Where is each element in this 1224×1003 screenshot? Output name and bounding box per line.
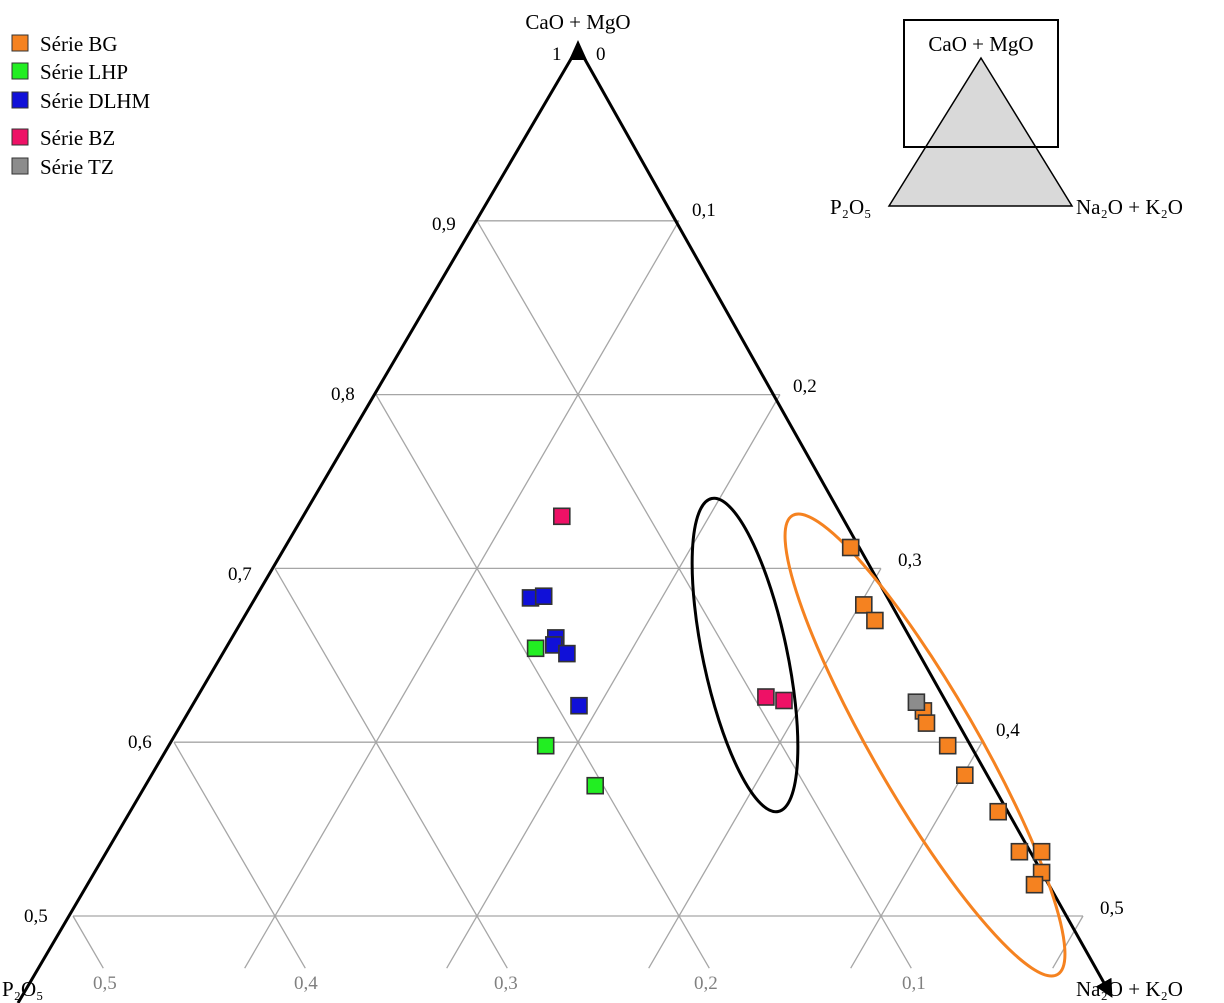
- inset-right-label: Na₂O + K₂O: [1076, 195, 1183, 219]
- right-tick-0-3: 0,3: [898, 550, 922, 571]
- legend: Série BG Série LHP Série DLHM Série BZ S…: [11, 32, 151, 179]
- group-ellipse-black: [690, 496, 800, 814]
- point-série-bg-5: [938, 736, 957, 755]
- point-série-dlhm-5: [570, 696, 588, 715]
- left-tick-0-9: 0,9: [432, 214, 456, 235]
- legend-swatch-tz: [11, 157, 29, 175]
- inset-top-label: CaO + MgO: [928, 32, 1033, 56]
- grid-nak-4: [1052, 915, 1084, 969]
- right-axis-line: [576, 46, 1113, 998]
- inset-left-label: P₂O₅: [830, 195, 872, 219]
- top-arrow-icon: [569, 40, 587, 60]
- bottom-tick-0-5: 0,5: [93, 973, 117, 994]
- point-série-bg-0: [841, 538, 860, 557]
- inset-diagram: CaO + MgO P₂O₅ Na₂O + K₂O: [830, 19, 1183, 219]
- point-série-bg-1: [854, 596, 873, 614]
- inset-triangle: [887, 56, 1074, 207]
- vertex-top-label: CaO + MgO: [525, 10, 630, 34]
- right-tick-0-5: 0,5: [1100, 898, 1124, 919]
- right-tick-0-2: 0,2: [793, 376, 817, 397]
- point-série-lhp-2: [586, 776, 605, 795]
- legend-label-bg: Série BG: [40, 32, 118, 56]
- point-série-dlhm-4: [558, 644, 576, 663]
- point-série-dlhm-1: [534, 587, 553, 606]
- right-tick-0-1: 0,1: [692, 200, 716, 221]
- left-tick-0-7: 0,7: [228, 564, 252, 585]
- left-tick-0-8: 0,8: [331, 384, 355, 405]
- vertex-right-label: Na₂O + K₂O: [1076, 977, 1183, 1001]
- legend-label-dlhm: Série DLHM: [40, 89, 151, 113]
- point-série-bz-1: [757, 688, 775, 706]
- point-série-lhp-1: [536, 736, 555, 755]
- bottom-tick-0-4: 0,4: [294, 973, 318, 994]
- point-série-bg-2: [866, 611, 884, 630]
- vertex-left-label: P₂O₅: [2, 977, 44, 1001]
- grid-p2o5-2: [274, 568, 508, 969]
- corner-tick-top-a: 1: [552, 44, 562, 65]
- point-série-bz-0: [552, 507, 571, 526]
- data-points: [521, 507, 1051, 894]
- legend-label-bz: Série BZ: [40, 126, 115, 150]
- left-tick-0-5: 0,5: [24, 906, 48, 927]
- legend-swatch-bg: [11, 34, 29, 52]
- right-tick-0-4: 0,4: [996, 720, 1020, 741]
- bottom-tick-0-1: 0,1: [902, 973, 926, 994]
- grid-nak-0: [244, 220, 680, 969]
- legend-swatch-bz: [11, 128, 29, 146]
- triangle-axes: [16, 40, 1113, 1003]
- point-série-bz-2: [775, 691, 793, 710]
- point-série-bg-6: [955, 766, 974, 785]
- grid-p2o5-1: [375, 394, 710, 969]
- left-tick-0-6: 0,6: [128, 732, 152, 753]
- legend-label-lhp: Série LHP: [40, 60, 128, 84]
- legend-swatch-lhp: [11, 62, 29, 80]
- point-série-bg-7: [989, 802, 1008, 821]
- grid-p2o5-3: [173, 741, 306, 969]
- inset-zoom-box: [903, 19, 1059, 148]
- grid-nak-1: [446, 394, 781, 969]
- legend-swatch-dlhm: [11, 91, 29, 109]
- point-série-bg-4: [917, 714, 936, 732]
- point-série-lhp-0: [526, 639, 545, 658]
- bottom-tick-0-3: 0,3: [494, 973, 518, 994]
- grid-p2o5-4: [72, 915, 104, 969]
- point-série-bg-8: [1010, 842, 1029, 861]
- left-axis-line: [16, 46, 580, 1003]
- point-série-bg-11: [1025, 875, 1044, 894]
- corner-tick-top-b: 0: [596, 44, 606, 65]
- grid-lines: [72, 220, 1084, 969]
- legend-label-tz: Série TZ: [40, 155, 114, 179]
- point-série-tz-0: [907, 693, 926, 712]
- point-série-bg-9: [1032, 842, 1051, 861]
- bottom-tick-0-2: 0,2: [694, 973, 718, 994]
- group-ellipse-orange: [783, 512, 1067, 978]
- grid-nak-2: [648, 568, 882, 969]
